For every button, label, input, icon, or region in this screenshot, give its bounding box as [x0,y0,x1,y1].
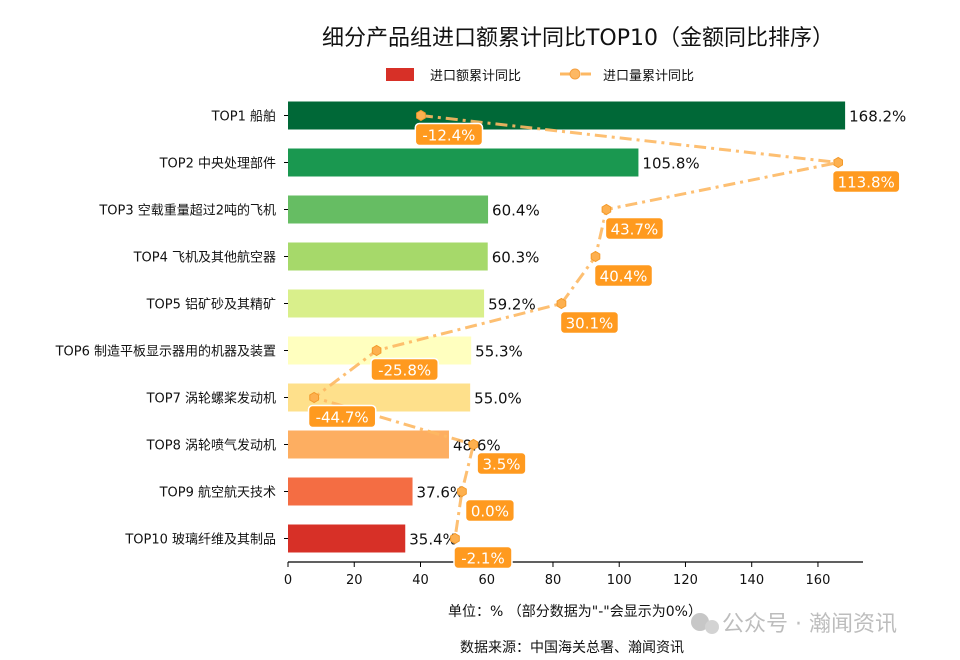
category-label: TOP9 航空航天技术 [159,485,276,501]
wechat-icon [691,613,709,631]
bar [288,477,413,506]
category-label: TOP3 空载重量超过2吨的飞机 [98,203,276,219]
bar [288,101,846,130]
line-value-badge [831,169,901,194]
watermark: 公众号 · 瀚闻资讯 [691,612,897,637]
category-label: TOP4 飞机及其他航空器 [133,250,276,266]
line-marker [371,344,382,357]
category-label: TOP5 铝矿砂及其精矿 [146,298,276,313]
line-value-badge [559,310,620,335]
line-marker [468,438,479,451]
line-value-label: -44.7% [316,409,369,427]
x-tick-label: 40 [412,573,429,588]
x-tick-label: 80 [545,573,562,588]
bar-value-label: 59.2% [488,296,536,314]
legend-bar-swatch [386,68,414,81]
x-tick-label: 120 [673,573,698,588]
line-value-label: -25.8% [378,362,431,380]
line-value-label: 3.5% [482,456,520,474]
bar [288,524,406,553]
line-marker [309,391,319,404]
line-value-badge [414,122,484,147]
line-series [310,114,839,539]
bar [288,430,449,459]
x-tick-label: 60 [478,573,495,588]
bar-value-label: 60.4% [492,202,540,220]
line-value-badge [307,404,377,429]
bar [288,148,639,177]
line-value-label: 40.4% [600,268,648,286]
line-value-badge [464,498,516,523]
category-label: TOP7 涡轮螺桨发动机 [146,391,276,407]
line-marker [556,297,567,310]
line-value-badge [476,451,527,476]
line-marker [416,109,426,122]
line-marker [590,250,601,263]
x-axis-label: 单位：% （部分数据为"-"会显示为0%） [448,604,702,620]
category-label: TOP1 船舶 [211,109,276,125]
legend: 进口额累计同比 进口量累计同比 [386,68,694,84]
line-value-label: 113.8% [838,174,895,192]
bar-value-label: 55.0% [474,390,522,408]
x-tick-label: 100 [607,573,632,588]
category-label: TOP10 玻璃纤维及其制品 [124,533,276,548]
line-marker [833,156,843,169]
category-label: TOP6 制造平板显示器用的机器及装置 [55,344,276,360]
line-value-badge [453,545,513,570]
chart-title: 细分产品组进口额累计同比TOP10（金额同比排序） [322,26,834,51]
line-value-badge [370,357,439,382]
bar [288,242,488,271]
line-marker [457,485,467,498]
line-value-badge [604,216,665,241]
line-value-label: 43.7% [611,221,659,239]
line-value-badge [593,263,654,288]
x-tick-label: 160 [806,573,831,588]
source-note: 数据来源：中国海关总署、瀚闻资讯 [460,640,684,656]
bar [288,195,489,224]
bar-value-label: 35.4% [409,531,457,549]
bar-value-label: 60.3% [492,249,540,267]
bar-value-label: 37.6% [417,484,465,502]
bar-value-label: 105.8% [642,155,699,173]
line-value-label: 0.0% [471,503,509,521]
line-marker [450,532,460,545]
x-tick-label: 140 [739,573,764,588]
x-tick-label: 0 [284,573,292,588]
x-tick-label: 20 [346,573,363,588]
bar-value-label: 168.2% [849,108,906,126]
category-label: TOP8 涡轮喷气发动机 [146,438,276,454]
bar [288,289,485,318]
legend-bar-label: 进口额累计同比 [430,69,521,84]
line-value-label: -12.4% [422,127,475,145]
line-value-label: -2.1% [461,550,505,568]
line-marker [601,203,612,216]
line-value-label: 30.1% [566,315,614,333]
category-label: TOP2 中央处理部件 [159,157,276,172]
watermark-text: 公众号 · 瀚闻资讯 [722,612,897,637]
legend-line-marker [569,68,581,80]
bar-value-label: 55.3% [475,343,523,361]
legend-line-label: 进口量累计同比 [603,69,694,84]
